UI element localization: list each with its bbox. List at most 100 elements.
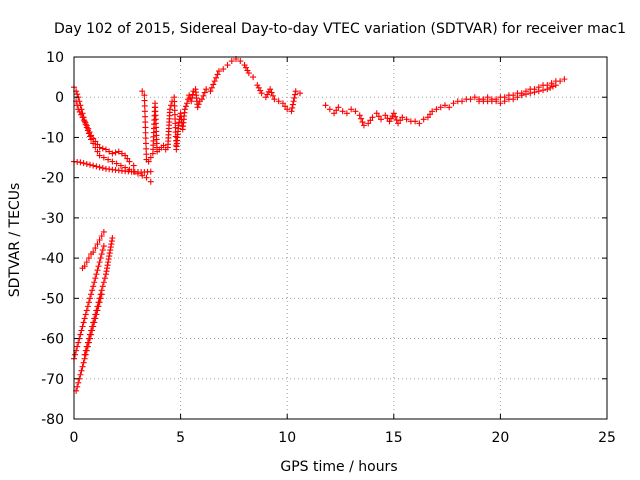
data-layer xyxy=(71,56,568,394)
data-point xyxy=(459,98,466,105)
data-point xyxy=(141,97,148,104)
data-point xyxy=(535,88,542,95)
series-afternoon-lower-trace xyxy=(476,82,559,107)
data-point xyxy=(86,161,93,168)
x-tick-label: 5 xyxy=(176,430,185,446)
data-point xyxy=(389,112,396,119)
data-point xyxy=(213,74,220,81)
series-midday xyxy=(322,98,461,129)
data-point xyxy=(168,102,175,109)
data-point xyxy=(83,160,90,167)
data-point xyxy=(271,96,278,103)
data-point xyxy=(74,102,81,109)
data-point xyxy=(77,331,84,338)
data-point xyxy=(195,101,202,108)
data-point xyxy=(514,94,521,101)
data-point xyxy=(267,86,274,93)
data-point xyxy=(75,106,82,113)
data-point xyxy=(90,319,97,326)
data-point xyxy=(142,124,149,131)
data-point xyxy=(552,82,559,89)
data-point xyxy=(85,335,92,342)
data-point xyxy=(358,115,365,122)
data-point xyxy=(292,88,299,95)
data-point xyxy=(84,303,91,310)
data-point xyxy=(124,155,131,162)
x-tick-label: 25 xyxy=(598,430,616,446)
data-point xyxy=(142,113,149,120)
data-point xyxy=(78,111,85,118)
data-point xyxy=(82,347,89,354)
data-point xyxy=(501,98,508,105)
data-point xyxy=(143,174,150,181)
data-point xyxy=(387,115,394,122)
data-point xyxy=(343,110,350,117)
data-point xyxy=(284,106,291,113)
y-tick-label: -50 xyxy=(41,291,64,307)
data-point xyxy=(326,106,333,113)
data-point xyxy=(90,283,97,290)
data-point xyxy=(360,122,367,129)
data-point xyxy=(95,299,102,306)
series-early-upper-cluster xyxy=(73,98,137,169)
data-point xyxy=(254,82,261,89)
data-point xyxy=(269,92,276,99)
data-point xyxy=(126,158,133,165)
data-point xyxy=(189,91,196,98)
data-point xyxy=(143,151,150,158)
series-mid-morning xyxy=(139,56,257,165)
data-point xyxy=(433,106,440,113)
y-tick-label: -30 xyxy=(41,211,64,227)
data-point xyxy=(392,113,399,120)
data-point xyxy=(80,117,87,124)
data-point xyxy=(98,251,105,258)
data-point xyxy=(373,110,380,117)
y-tick-label: -40 xyxy=(41,251,64,267)
data-point xyxy=(275,98,282,105)
data-point xyxy=(94,241,101,248)
data-point xyxy=(94,267,101,274)
data-point xyxy=(356,112,363,119)
data-point xyxy=(80,319,87,326)
data-point xyxy=(352,108,359,115)
data-point xyxy=(420,116,427,123)
data-point xyxy=(186,92,193,99)
data-point xyxy=(333,107,340,114)
data-point xyxy=(74,343,81,350)
data-point xyxy=(375,113,382,120)
data-point xyxy=(96,144,103,151)
data-point xyxy=(96,295,103,302)
grid-layer xyxy=(74,57,607,419)
data-point xyxy=(81,315,88,322)
data-point xyxy=(335,104,342,111)
data-point xyxy=(241,62,248,69)
data-point xyxy=(242,64,249,71)
data-point xyxy=(367,117,374,124)
data-point xyxy=(224,62,231,69)
data-point xyxy=(139,88,146,95)
data-point xyxy=(83,343,90,350)
data-point xyxy=(290,98,297,105)
data-point xyxy=(412,118,419,125)
data-point xyxy=(99,145,106,152)
data-point xyxy=(142,119,149,126)
data-point xyxy=(91,279,98,286)
data-point xyxy=(142,129,149,136)
data-point xyxy=(296,90,303,97)
data-point xyxy=(85,299,92,306)
data-point xyxy=(450,100,457,107)
data-point xyxy=(81,263,88,270)
y-tick-label: -60 xyxy=(41,332,64,348)
data-point xyxy=(395,120,402,127)
data-point xyxy=(142,135,149,142)
data-point xyxy=(76,108,83,115)
data-point xyxy=(390,110,397,117)
series-early-lower-band xyxy=(71,158,154,176)
data-point xyxy=(369,114,376,121)
data-point xyxy=(348,106,355,113)
data-point xyxy=(88,327,95,334)
data-point xyxy=(147,168,154,175)
data-point xyxy=(115,148,122,155)
data-point xyxy=(97,291,104,298)
data-point xyxy=(265,88,272,95)
